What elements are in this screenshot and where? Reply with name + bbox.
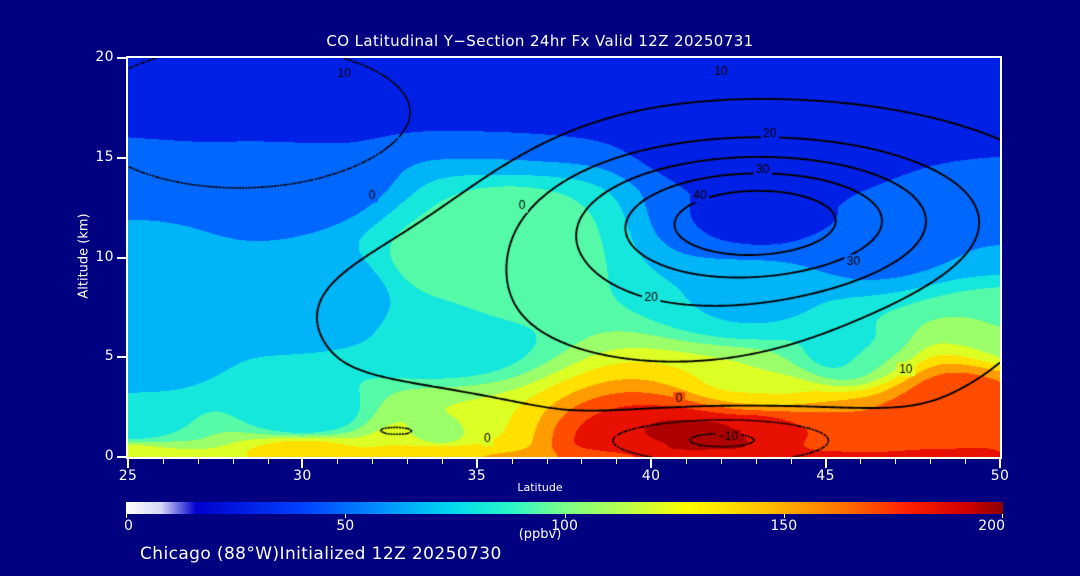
x-axis-minor-tick	[790, 459, 792, 464]
colorbar-tick-mark	[126, 514, 127, 518]
y-axis-tick-mark	[117, 57, 126, 59]
x-axis-minor-tick	[755, 459, 757, 464]
x-axis-label: Latitude	[517, 481, 563, 494]
x-axis-minor-tick	[197, 459, 199, 464]
x-axis-minor-tick	[895, 459, 897, 464]
colorbar-tick-label: 0	[124, 518, 133, 534]
x-axis-minor-tick	[616, 459, 618, 464]
x-axis-tick-label: 40	[641, 468, 661, 484]
x-axis-tick-mark	[127, 459, 129, 468]
x-axis-minor-tick	[267, 459, 269, 464]
x-axis-minor-tick	[372, 459, 374, 464]
x-axis-tick-label: 30	[293, 468, 312, 484]
x-axis-minor-tick	[860, 459, 862, 464]
x-axis-tick-mark	[301, 459, 304, 468]
y-axis-tick-mark	[117, 256, 126, 259]
y-axis-tick-label: 0	[104, 448, 114, 464]
x-axis-tick-mark	[650, 459, 653, 468]
x-axis-minor-tick	[337, 459, 339, 464]
co-cross-section-heatmap	[128, 58, 1000, 457]
colorbar-tick-label: 200	[978, 518, 1005, 534]
x-axis-tick-mark	[475, 459, 478, 468]
y-axis-tick-label: 5	[104, 348, 114, 365]
colorbar-tick-label: 100	[551, 518, 578, 534]
x-axis-minor-tick	[162, 459, 164, 464]
colorbar-tick-mark	[1002, 514, 1003, 518]
colorbar-tick-label: 50	[336, 518, 355, 534]
x-axis-tick-label: 50	[990, 468, 1010, 484]
x-axis-minor-tick	[720, 459, 722, 464]
x-axis-tick-mark	[999, 459, 1001, 468]
x-axis-tick-label: 25	[118, 468, 138, 484]
colorbar-tick-label: 150	[770, 518, 798, 534]
colorbar-ticks: 0 50 100 150 200	[124, 514, 1005, 534]
x-axis-minor-tick	[407, 459, 409, 464]
x-axis-minor-tick	[546, 459, 548, 464]
y-axis-tick-mark	[117, 456, 126, 458]
colorbar-units-label: (ppbv)	[518, 527, 562, 542]
x-axis-minor-tick	[441, 459, 443, 464]
y-axis-tick-label: 10	[95, 248, 114, 265]
plot-area	[126, 56, 1002, 459]
x-axis-minor-tick	[965, 459, 967, 464]
x-axis-minor-tick	[511, 459, 513, 464]
x-axis-tick-label: 45	[816, 468, 835, 484]
y-axis-tick-mark	[117, 156, 126, 159]
colorbar-tick-mark	[783, 514, 785, 518]
x-axis-minor-tick	[581, 459, 583, 464]
x-axis-tick-label: 35	[467, 468, 487, 484]
y-axis-tick-label: 15	[95, 148, 114, 165]
figure-caption: Chicago (88°W)Initialized 12Z 20250730	[140, 544, 502, 564]
x-axis-minor-tick	[686, 459, 688, 464]
colorbar-tick-mark	[345, 514, 347, 518]
x-axis-minor-tick	[232, 459, 234, 464]
x-axis-tick-mark	[824, 459, 827, 468]
colorbar-gradient	[126, 502, 1003, 514]
colorbar-tick-mark	[564, 514, 566, 518]
chart-title: CO Latitudinal Y−Section 24hr Fx Valid 1…	[326, 32, 754, 50]
y-axis-tick-mark	[117, 356, 126, 359]
colorbar	[126, 502, 1003, 514]
x-axis-minor-tick	[930, 459, 932, 464]
y-axis-tick-label: 20	[95, 49, 114, 65]
